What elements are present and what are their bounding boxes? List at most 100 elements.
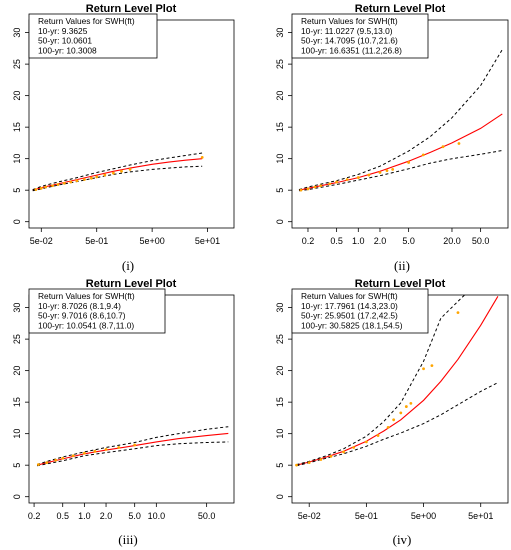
fit-curve bbox=[298, 113, 503, 191]
x-tick-label: 10.0 bbox=[148, 511, 166, 521]
y-tick-label: 30 bbox=[12, 303, 22, 313]
legend-line: 50-yr: 10.0601 bbox=[38, 36, 92, 46]
x-tick-label: 50.0 bbox=[472, 236, 490, 246]
ci-lower-curve bbox=[37, 441, 229, 467]
data-point bbox=[342, 450, 346, 454]
y-tick-label: 15 bbox=[12, 122, 22, 132]
chart-title: Return Level Plot bbox=[86, 3, 177, 15]
legend-line: 100-yr: 10.0541 (8.7,11.0) bbox=[38, 320, 134, 330]
data-point bbox=[34, 188, 38, 191]
y-tick-label: 0 bbox=[275, 219, 285, 224]
y-tick-label: 15 bbox=[275, 122, 285, 132]
data-point bbox=[392, 418, 396, 422]
data-point bbox=[306, 187, 310, 191]
legend-line: 50-yr: 25.9501 (17.2,42.5) bbox=[301, 311, 398, 321]
data-point bbox=[71, 454, 75, 458]
ci-lower-curve bbox=[298, 150, 503, 192]
data-point bbox=[51, 184, 55, 188]
ci-lower-curve bbox=[32, 165, 203, 192]
data-point bbox=[385, 169, 389, 173]
data-point bbox=[313, 185, 317, 189]
legend-box bbox=[28, 13, 158, 59]
y-tick-label: 15 bbox=[12, 397, 22, 407]
x-tick-label: 5e-01 bbox=[85, 236, 108, 246]
data-point bbox=[407, 161, 411, 164]
data-point bbox=[93, 449, 97, 453]
caption-i: (i) bbox=[121, 258, 135, 273]
y-tick-label: 25 bbox=[275, 334, 285, 344]
legend-line: 10-yr: 17.7961 (14.3,23.0) bbox=[301, 301, 398, 311]
x-tick-label: 1.0 bbox=[78, 511, 91, 521]
y-tick-label: 0 bbox=[12, 494, 22, 499]
y-tick-label: 30 bbox=[275, 28, 285, 38]
data-point bbox=[83, 178, 86, 181]
data-point bbox=[37, 463, 40, 466]
chart-title: Return Level Plot bbox=[355, 278, 446, 290]
legend-line: 100-yr: 10.3008 bbox=[38, 45, 97, 55]
panel-2: Return Level Plot 0 5 10 15 20 25 30 0.2 0.5 1.0 2.… bbox=[275, 3, 509, 246]
data-point bbox=[82, 451, 86, 455]
fit-curve bbox=[296, 296, 499, 466]
y-tick-label: 5 bbox=[12, 463, 22, 468]
x-tick-label: 2.0 bbox=[374, 236, 387, 246]
data-point bbox=[128, 167, 132, 171]
y-tick-label: 30 bbox=[275, 303, 285, 313]
chart-title: Return Level Plot bbox=[86, 278, 177, 290]
legend-box bbox=[291, 13, 429, 59]
data-point bbox=[378, 171, 382, 174]
data-point bbox=[329, 454, 333, 458]
x-tick-label: 5e+00 bbox=[139, 236, 164, 246]
data-point bbox=[200, 156, 204, 159]
x-tick-label: 5.0 bbox=[402, 236, 415, 246]
legend-heading: Return Values for SWH(ft) bbox=[301, 291, 398, 301]
data-point bbox=[399, 411, 403, 415]
data-point bbox=[335, 180, 339, 184]
y-tick-label: 10 bbox=[12, 154, 22, 164]
panel-4: Return Level Plot 0 5 10 15 20 25 30 5e-02 5e-01 5… bbox=[275, 278, 509, 521]
data-point bbox=[367, 173, 371, 177]
y-tick-label: 25 bbox=[12, 59, 22, 69]
y-tick-label: 10 bbox=[12, 429, 22, 439]
data-point bbox=[69, 180, 73, 184]
y-tick-label: 5 bbox=[12, 188, 22, 193]
y-tick-label: 25 bbox=[275, 59, 285, 69]
legend-heading: Return Values for SWH(ft) bbox=[301, 16, 398, 26]
data-point bbox=[430, 364, 434, 367]
x-tick-label: 5e+00 bbox=[411, 511, 436, 521]
data-point bbox=[441, 145, 445, 149]
y-tick-label: 30 bbox=[12, 28, 22, 38]
data-point bbox=[352, 446, 356, 449]
data-point bbox=[104, 448, 108, 451]
legend-box bbox=[291, 288, 429, 334]
ci-lower-curve bbox=[296, 382, 499, 467]
data-point bbox=[386, 425, 390, 429]
ci-upper-curve bbox=[296, 295, 466, 466]
data-point bbox=[45, 461, 49, 465]
x-tick-label: 5e+01 bbox=[468, 511, 493, 521]
data-point bbox=[39, 186, 43, 190]
x-tick-label: 2.0 bbox=[100, 511, 113, 521]
data-point bbox=[307, 461, 311, 465]
data-point bbox=[356, 176, 360, 179]
x-tick-label: 5e-02 bbox=[30, 236, 53, 246]
y-tick-label: 0 bbox=[275, 494, 285, 499]
y-tick-label: 25 bbox=[12, 334, 22, 344]
y-tick-label: 15 bbox=[275, 397, 285, 407]
y-tick-label: 20 bbox=[12, 366, 22, 376]
data-point bbox=[54, 458, 58, 462]
data-point bbox=[117, 446, 121, 449]
data-point bbox=[299, 188, 303, 192]
caption-iv: (iv) bbox=[392, 532, 412, 547]
data-point bbox=[319, 458, 323, 461]
plot-area bbox=[298, 49, 503, 192]
x-tick-label: 0.2 bbox=[302, 236, 315, 246]
x-tick-label: 1.0 bbox=[352, 236, 365, 246]
data-point bbox=[133, 443, 137, 447]
caption-ii: (ii) bbox=[394, 258, 410, 273]
legend-line: 50-yr: 9.7016 (8.6,10.7) bbox=[38, 311, 126, 321]
data-point bbox=[391, 167, 395, 171]
data-point bbox=[111, 171, 115, 175]
y-tick-label: 20 bbox=[275, 366, 285, 376]
plot-area bbox=[32, 152, 204, 192]
panel-1: Return Level Plot 0 5 10 15 20 25 30 5e-02 5e-01 5… bbox=[12, 3, 235, 246]
